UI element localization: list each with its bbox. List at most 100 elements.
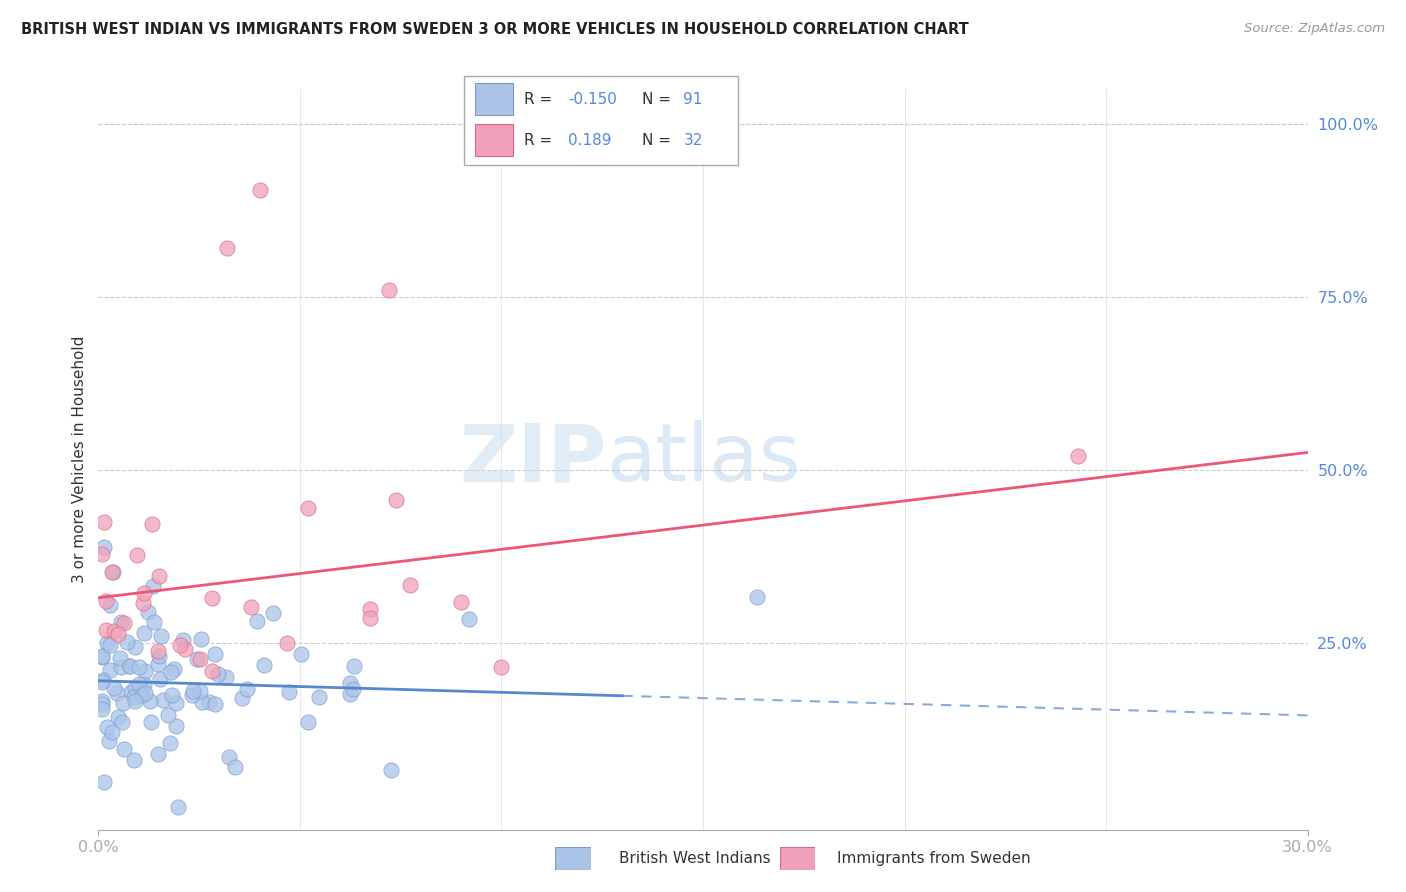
- Point: [290, 648, 312, 662]
- Point: [1067, 449, 1090, 463]
- Point: [217, 241, 239, 255]
- Point: [245, 614, 267, 628]
- FancyBboxPatch shape: [780, 847, 815, 870]
- Point: [101, 565, 124, 579]
- Point: [124, 694, 146, 708]
- Text: 32: 32: [683, 133, 703, 147]
- Point: [91, 694, 114, 708]
- FancyBboxPatch shape: [555, 847, 591, 870]
- Point: [384, 493, 406, 508]
- Point: [491, 660, 513, 674]
- Point: [96, 635, 118, 649]
- Point: [249, 182, 271, 196]
- Point: [139, 714, 162, 729]
- Point: [277, 685, 299, 699]
- Point: [122, 690, 145, 704]
- Point: [276, 636, 298, 650]
- Point: [134, 665, 156, 679]
- Point: [139, 693, 162, 707]
- Point: [165, 718, 187, 732]
- Point: [745, 590, 768, 604]
- Point: [122, 753, 145, 767]
- Point: [215, 670, 238, 684]
- Point: [91, 650, 114, 665]
- Point: [224, 760, 246, 774]
- Text: 0.189: 0.189: [568, 133, 612, 147]
- Point: [93, 540, 115, 554]
- Point: [457, 612, 479, 626]
- Point: [132, 585, 155, 599]
- Point: [190, 683, 212, 698]
- FancyBboxPatch shape: [475, 83, 513, 115]
- Point: [143, 615, 166, 629]
- Point: [167, 800, 190, 814]
- Point: [253, 658, 276, 673]
- Point: [190, 632, 212, 647]
- Point: [103, 624, 125, 639]
- FancyBboxPatch shape: [464, 76, 738, 165]
- Point: [132, 596, 155, 610]
- Point: [118, 659, 141, 673]
- Point: [97, 733, 120, 747]
- Point: [157, 708, 180, 723]
- Point: [91, 673, 114, 687]
- Point: [146, 657, 169, 671]
- Point: [159, 736, 181, 750]
- Text: Source: ZipAtlas.com: Source: ZipAtlas.com: [1244, 22, 1385, 36]
- Point: [308, 690, 330, 705]
- Point: [118, 658, 141, 673]
- Point: [112, 615, 135, 630]
- Point: [107, 627, 129, 641]
- Text: BRITISH WEST INDIAN VS IMMIGRANTS FROM SWEDEN 3 OR MORE VEHICLES IN HOUSEHOLD CO: BRITISH WEST INDIAN VS IMMIGRANTS FROM S…: [21, 22, 969, 37]
- Point: [93, 515, 115, 529]
- Point: [181, 683, 204, 698]
- Point: [98, 639, 121, 653]
- Point: [339, 676, 361, 690]
- Point: [218, 750, 240, 764]
- Point: [96, 720, 118, 734]
- Point: [186, 651, 208, 665]
- Point: [169, 638, 191, 652]
- Text: Immigrants from Sweden: Immigrants from Sweden: [837, 852, 1031, 866]
- Point: [94, 623, 117, 637]
- Point: [105, 685, 128, 699]
- Point: [380, 763, 402, 777]
- Y-axis label: 3 or more Vehicles in Household: 3 or more Vehicles in Household: [72, 335, 87, 583]
- Point: [240, 599, 263, 614]
- Point: [134, 686, 156, 700]
- Point: [377, 283, 399, 297]
- Text: British West Indians: British West Indians: [619, 852, 770, 866]
- Point: [128, 660, 150, 674]
- Point: [91, 548, 114, 562]
- Point: [339, 687, 361, 701]
- Point: [150, 629, 173, 643]
- Point: [343, 658, 366, 673]
- Point: [149, 672, 172, 686]
- Point: [173, 641, 195, 656]
- Text: ZIP: ZIP: [458, 420, 606, 499]
- Point: [124, 640, 146, 655]
- Point: [112, 741, 135, 756]
- Point: [142, 579, 165, 593]
- Point: [111, 714, 134, 729]
- Point: [359, 602, 381, 616]
- Point: [98, 598, 121, 612]
- Point: [128, 676, 150, 690]
- Point: [120, 685, 142, 699]
- Point: [136, 605, 159, 619]
- Point: [117, 634, 139, 648]
- FancyBboxPatch shape: [475, 124, 513, 156]
- Text: N =: N =: [643, 92, 676, 106]
- Point: [101, 724, 124, 739]
- Point: [132, 626, 155, 640]
- Point: [91, 675, 114, 690]
- Point: [172, 633, 194, 648]
- Point: [91, 697, 114, 711]
- Point: [93, 774, 115, 789]
- Point: [103, 681, 125, 696]
- Point: [146, 747, 169, 761]
- Point: [160, 665, 183, 680]
- Point: [297, 500, 319, 515]
- Point: [342, 682, 364, 697]
- Point: [148, 569, 170, 583]
